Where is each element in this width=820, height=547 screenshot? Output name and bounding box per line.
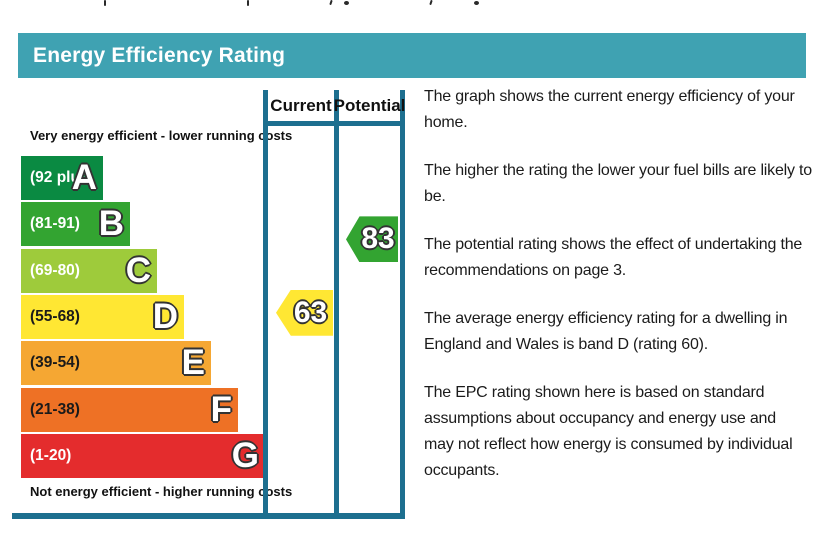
band-letter: E — [181, 343, 205, 383]
band-range-label: (69-80) — [30, 261, 80, 279]
band-range-label: (81-91) — [30, 215, 80, 233]
potential-column-right-border — [400, 90, 405, 519]
current-column-header: Current — [270, 96, 332, 115]
band-letter: B — [98, 204, 124, 244]
description-paragraph: The graph shows the current energy effic… — [424, 88, 795, 131]
band-range-label: (21-38) — [30, 400, 80, 418]
band-row-a: (92 plus) A — [21, 156, 103, 200]
clipped-text-artifact — [344, 1, 349, 5]
description-text: The graph shows the current energy effic… — [424, 84, 816, 484]
clipped-text-artifact — [247, 0, 249, 6]
clipped-text-artifact — [474, 1, 479, 5]
current-rating-value: 63 — [293, 295, 328, 329]
clipped-text-artifact — [329, 0, 333, 6]
header-underline — [263, 121, 405, 126]
band-row-g: (1-20) G — [21, 433, 265, 478]
column-divider — [334, 90, 339, 519]
band-range-label: (39-54) — [30, 354, 80, 372]
current-column-left-border — [263, 90, 268, 519]
band-range-label: (92 plus) — [30, 169, 94, 186]
potential-rating-arrow: 83 — [346, 216, 398, 263]
description-paragraph: The potential rating shows the effect of… — [424, 236, 803, 279]
band-row-c: (69-80) C — [21, 248, 157, 293]
band-letter: D — [152, 296, 178, 336]
clipped-text-artifact — [104, 0, 106, 6]
band-row-b: (81-91) B — [21, 202, 130, 247]
top-caption: Very energy efficient - lower running co… — [30, 128, 293, 143]
clipped-text-artifact — [429, 0, 433, 6]
band-row-e: (39-54) E — [21, 341, 211, 386]
band-range-label: (55-68) — [30, 307, 80, 325]
band-letter: G — [231, 435, 259, 475]
band-row-d: (55-68) D — [21, 294, 184, 339]
band-letter: F — [210, 389, 232, 429]
band-range-label: (1-20) — [30, 446, 72, 464]
band-letter: A — [71, 158, 97, 197]
chart-bottom-border — [12, 513, 405, 519]
band-letter: C — [125, 250, 151, 290]
section-title: Energy Efficiency Rating — [33, 43, 286, 67]
description-paragraph: The higher the rating the lower your fue… — [424, 162, 813, 205]
section-title-bar: Energy Efficiency Rating — [18, 33, 806, 78]
rating-bands: (92 plus) A (81-91) B (69-80) C (55-68) D (39-54… — [21, 156, 281, 482]
bottom-caption: Not energy efficient - higher running co… — [30, 484, 293, 499]
current-rating-arrow: 63 — [276, 289, 333, 336]
description-paragraph: The average energy efficiency rating for… — [424, 310, 788, 353]
potential-column-header: Potential — [333, 96, 406, 115]
potential-rating-value: 83 — [361, 222, 395, 256]
description-paragraph: The EPC rating shown here is based on st… — [424, 384, 793, 479]
band-row-f: (21-38) F — [21, 387, 238, 432]
